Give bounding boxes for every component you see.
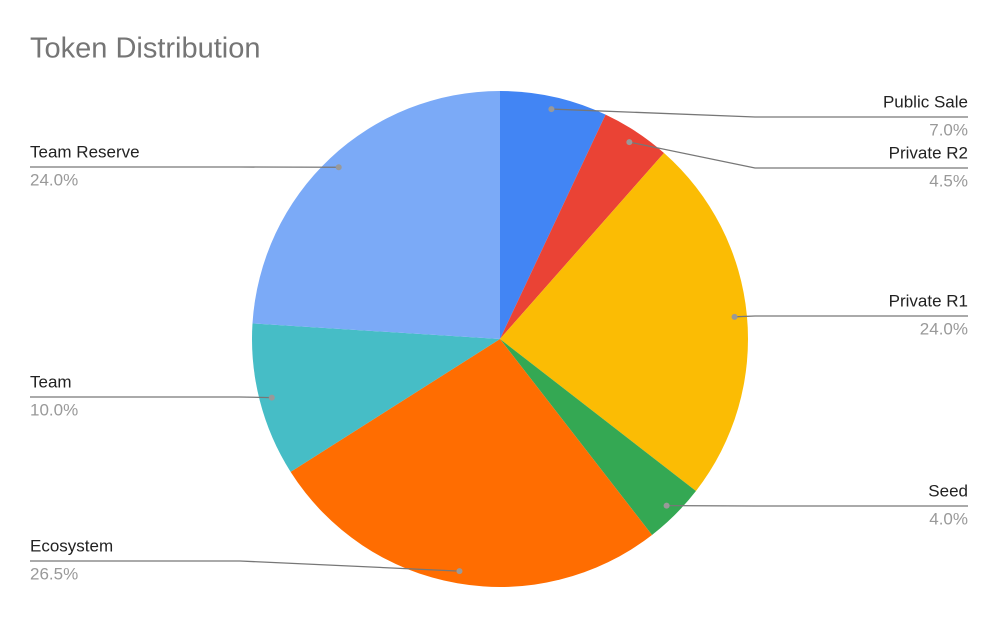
- pie-slice: [290, 339, 653, 587]
- slice-label: Public Sale: [883, 92, 968, 111]
- pie-slice: [252, 91, 500, 339]
- slice-value-label: 26.5%: [30, 564, 78, 583]
- slice-label: Ecosystem: [30, 536, 113, 555]
- leader-line: [30, 396, 272, 399]
- slice-label: Team Reserve: [30, 142, 140, 161]
- pie-slice: [500, 339, 696, 535]
- slice-label: Private R1: [889, 291, 968, 310]
- pie-slice: [500, 91, 606, 339]
- leader-line: [30, 560, 460, 572]
- leader-dot: [335, 164, 342, 171]
- leader-line: [629, 141, 968, 169]
- chart-title: Token Distribution: [30, 33, 261, 65]
- slice-value-label: 24.0%: [30, 170, 78, 189]
- pie-slice: [500, 114, 665, 339]
- leader-dot: [731, 313, 738, 320]
- leader-dot: [663, 502, 670, 509]
- leader-dot: [268, 394, 275, 401]
- leader-dot: [548, 106, 555, 113]
- slice-value-label: 7.0%: [929, 120, 968, 139]
- slice-label: Private R2: [889, 143, 968, 162]
- slice-value-label: 4.0%: [929, 509, 968, 528]
- leader-dot: [456, 568, 463, 575]
- leader-dot: [626, 139, 633, 146]
- leader-line: [551, 108, 968, 118]
- pie-slice: [500, 152, 748, 492]
- slice-label: Seed: [928, 481, 968, 500]
- slice-value-label: 24.0%: [920, 319, 968, 338]
- slice-value-label: 10.0%: [30, 400, 78, 419]
- slice-value-label: 4.5%: [929, 171, 968, 190]
- pie-slice: [252, 323, 500, 472]
- leader-line: [734, 315, 968, 318]
- slice-label: Team: [30, 372, 72, 391]
